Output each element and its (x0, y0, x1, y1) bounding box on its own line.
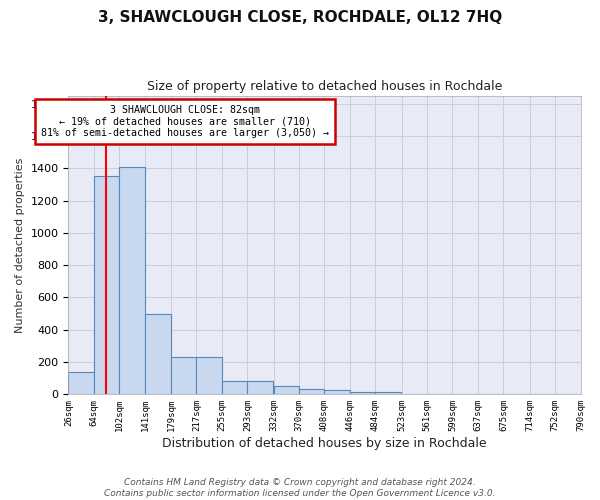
Bar (94, 176, 119, 394)
Text: 3, SHAWCLOUGH CLOSE, ROCHDALE, OL12 7HQ: 3, SHAWCLOUGH CLOSE, ROCHDALE, OL12 7HQ (98, 10, 502, 25)
Bar (350, 392, 376, 394)
Bar (376, 392, 401, 394)
Title: Size of property relative to detached houses in Rochdale: Size of property relative to detached ho… (147, 80, 502, 93)
Bar (299, 390, 325, 394)
Bar (247, 380, 273, 394)
Bar (171, 357, 196, 395)
Bar (145, 314, 171, 394)
Bar (325, 390, 350, 394)
Bar (196, 357, 222, 395)
X-axis label: Distribution of detached houses by size in Rochdale: Distribution of detached houses by size … (162, 437, 487, 450)
Bar (68, 372, 94, 394)
Bar (119, 166, 145, 394)
Y-axis label: Number of detached properties: Number of detached properties (15, 158, 25, 332)
Bar (222, 380, 247, 394)
Text: 3 SHAWCLOUGH CLOSE: 82sqm
← 19% of detached houses are smaller (710)
81% of semi: 3 SHAWCLOUGH CLOSE: 82sqm ← 19% of detac… (41, 105, 329, 138)
Bar (274, 386, 299, 394)
Text: Contains HM Land Registry data © Crown copyright and database right 2024.
Contai: Contains HM Land Registry data © Crown c… (104, 478, 496, 498)
